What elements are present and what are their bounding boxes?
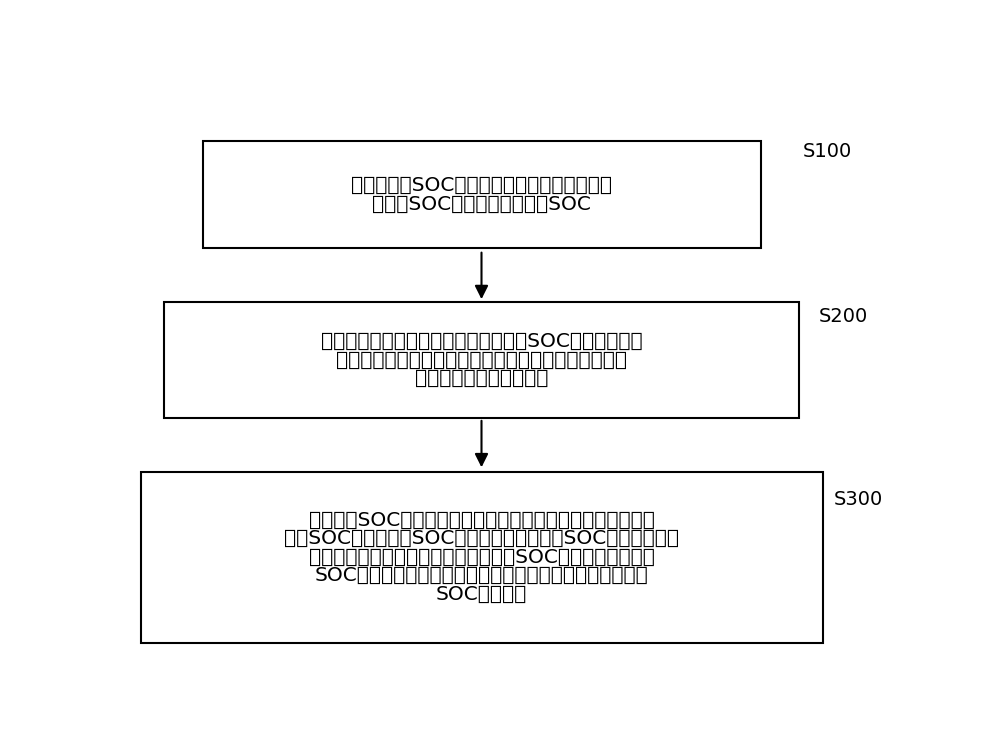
Text: S200: S200 [819, 307, 868, 326]
Text: SOC的实际值: SOC的实际值 [436, 584, 527, 603]
Text: 的容量范围，预设的容量范围包括第一容量范围、第二: 的容量范围，预设的容量范围包括第一容量范围、第二 [336, 350, 627, 370]
Text: S300: S300 [834, 489, 883, 508]
Text: 第二容量范围时，根据电池单体的最大SOC、电池单体的最小: 第二容量范围时，根据电池单体的最大SOC、电池单体的最小 [309, 547, 654, 566]
Bar [164, 302, 799, 418]
Text: 根据电池组预设容量范围，确定电池组SOC的显示值所处: 根据电池组预设容量范围，确定电池组SOC的显示值所处 [321, 332, 642, 351]
Text: S100: S100 [803, 142, 852, 160]
Bar [203, 141, 761, 248]
Text: SOC、第二容量范围的上下值、预设的数学模型获得电池组: SOC、第二容量范围的上下值、预设的数学模型获得电池组 [315, 566, 648, 585]
Text: 获取电池组SOC的显示值，同时获取电池单体: 获取电池组SOC的显示值，同时获取电池单体 [351, 176, 612, 195]
Text: 最大SOC确定电池组SOC的实际值；当电池组SOC的显示值处于: 最大SOC确定电池组SOC的实际值；当电池组SOC的显示值处于 [284, 529, 679, 548]
Text: 的最大SOC和电池单体的最小SOC: 的最大SOC和电池单体的最小SOC [372, 194, 591, 213]
Text: 容量范围和第三容量范围: 容量范围和第三容量范围 [415, 369, 548, 388]
Bar [140, 471, 822, 642]
Text: 当电池组SOC的显示值处于第一容量范围时，根据电池单体的: 当电池组SOC的显示值处于第一容量范围时，根据电池单体的 [309, 511, 654, 530]
